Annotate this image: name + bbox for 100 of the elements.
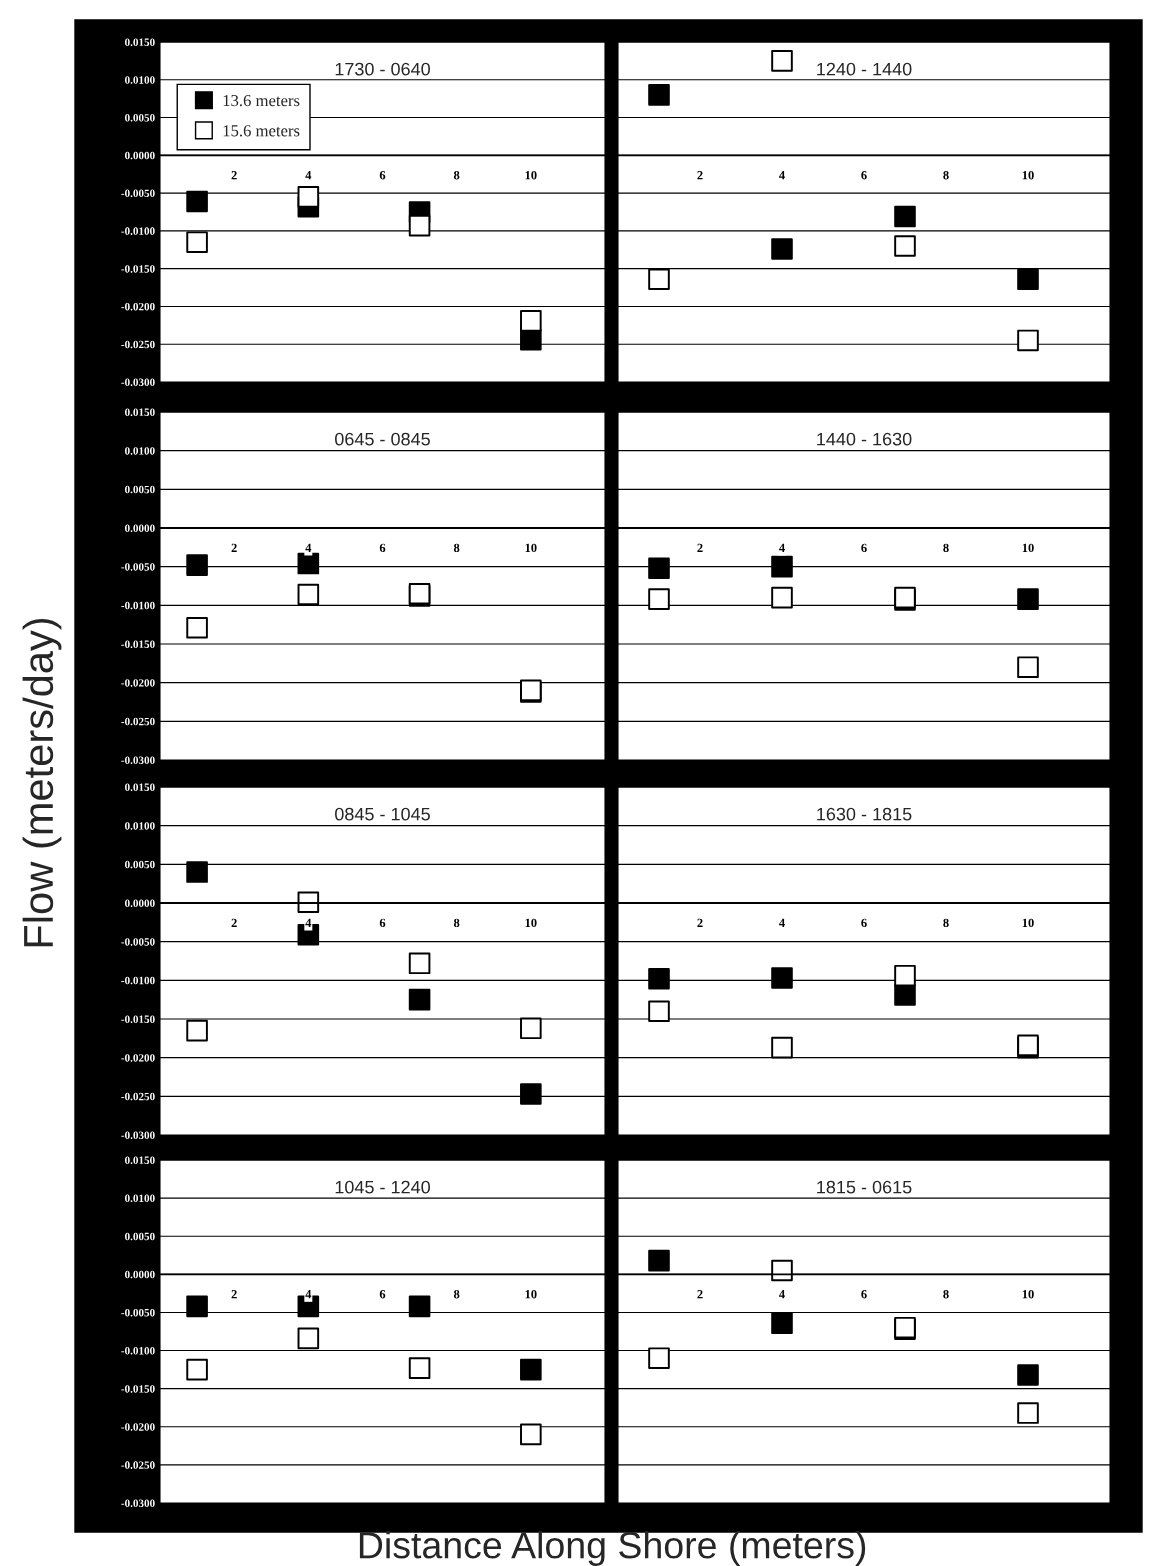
y-tick-label: 0.0050 (125, 860, 155, 869)
point (648, 1249, 670, 1272)
y-tick-label: -0.0200 (121, 302, 155, 311)
point (894, 984, 916, 1006)
y-tick-label: -0.0050 (121, 563, 155, 571)
y-tick-label: -0.0050 (121, 189, 155, 198)
y-tick-label: 0.0000 (125, 1270, 155, 1279)
x-tick-label: 8 (453, 1289, 460, 1299)
point (186, 861, 208, 883)
y-tick-label: 0.0150 (125, 38, 155, 47)
point (771, 586, 793, 609)
x-tick-label: 2 (697, 543, 703, 552)
x-tick-label: 6 (861, 171, 867, 180)
y-tick-label: -0.0200 (121, 679, 155, 687)
y-tick-label: -0.0200 (121, 1423, 155, 1431)
x-tick-label: 4 (305, 1290, 312, 1299)
point (771, 1259, 793, 1282)
y-tick-label: -0.0100 (121, 976, 155, 985)
text: 1440 - 1630 (817, 432, 912, 446)
y-tick-label: -0.0300 (121, 378, 155, 387)
x-tick-label: 6 (379, 918, 386, 928)
x-tick-label: 4 (305, 918, 312, 927)
x-tick-label: 2 (231, 171, 237, 180)
x-tick-label: 6 (379, 543, 386, 553)
y-tick-label: 0.0050 (125, 114, 155, 122)
y-tick-label: 0.0000 (125, 524, 155, 533)
x-tick-label: 8 (943, 918, 949, 928)
y-tick-label: 0.0100 (125, 76, 155, 84)
x-tick-label: 4 (305, 171, 312, 180)
y-tick-label: 0.0100 (125, 447, 155, 455)
x-tick-label: 4 (779, 918, 785, 927)
text: 1815 - 0615 (817, 1180, 912, 1194)
x-tick-label: 8 (453, 543, 460, 553)
point (771, 238, 793, 260)
x-tick-label: 4 (779, 171, 785, 180)
point (408, 214, 431, 237)
legend-label: 13.6 meters (223, 94, 300, 107)
text: 0645 - 0845 (335, 432, 430, 446)
x-tick-label: 4 (779, 1290, 785, 1299)
y-tick-label: -0.0100 (121, 601, 155, 610)
y-tick-label: 0.0100 (125, 822, 155, 830)
y-tick-label: -0.0150 (121, 265, 155, 273)
y-tick-label: -0.0250 (121, 1092, 155, 1101)
x-tick-label: 10 (525, 170, 537, 180)
point (408, 1295, 431, 1318)
x-tick-label: 8 (943, 1289, 949, 1299)
x-tick-label: 4 (779, 543, 785, 552)
point (771, 967, 793, 989)
x-tick-label: 6 (379, 1290, 386, 1299)
x-tick-label: 10 (525, 543, 537, 553)
text: 1045 - 1240 (335, 1180, 430, 1194)
point (648, 1000, 670, 1023)
x-tick-label: 2 (697, 1290, 703, 1299)
point (1017, 329, 1039, 352)
point (771, 555, 793, 578)
x-tick-label: 6 (379, 171, 386, 180)
x-tick-label: 2 (231, 918, 237, 927)
x-tick-label: 8 (943, 543, 949, 553)
point (520, 1083, 542, 1105)
y-tick-label: -0.0150 (121, 1385, 155, 1393)
y-tick-label: -0.0250 (121, 1461, 155, 1469)
x-tick-label: 2 (231, 543, 237, 552)
x-tick-label: 10 (1022, 543, 1034, 553)
y-tick-label: -0.0300 (121, 1131, 155, 1140)
point (186, 554, 208, 576)
x-tick-label: 6 (861, 1290, 867, 1299)
point (771, 1312, 793, 1334)
y-tick-label: 0.0050 (125, 1232, 155, 1241)
point (648, 968, 670, 990)
point (1017, 1364, 1039, 1386)
y-tick-label: 0.0050 (125, 485, 155, 494)
y-tick-label: -0.0050 (121, 938, 155, 946)
point (297, 186, 320, 208)
point (186, 190, 208, 213)
y-axis-title: Flow (meters/day) (22, 618, 62, 947)
point (1017, 588, 1039, 610)
x-tick-label: 8 (453, 918, 460, 928)
y-tick-label: 0.0000 (125, 151, 155, 160)
point (186, 1295, 208, 1318)
y-tick-label: -0.0300 (121, 1499, 155, 1508)
x-tick-label: 6 (861, 543, 867, 553)
point (894, 205, 916, 228)
point (520, 1423, 542, 1446)
x-tick-label: 2 (231, 1290, 237, 1299)
point (297, 552, 320, 575)
y-tick-label: -0.0250 (121, 340, 155, 349)
x-tick-label: 10 (1022, 170, 1034, 180)
y-tick-label: -0.0300 (121, 756, 155, 765)
y-tick-label: 0.0100 (125, 1194, 155, 1203)
y-tick-label: -0.0200 (121, 1054, 155, 1062)
x-tick-label: 2 (697, 171, 703, 180)
y-tick-label: 0.0150 (125, 783, 155, 792)
y-tick-label: 0.0000 (125, 899, 155, 908)
y-tick-label: -0.0100 (121, 227, 155, 235)
text: 0845 - 1045 (335, 807, 430, 821)
text: 1730 - 0640 (335, 62, 430, 76)
x-tick-label: 2 (697, 918, 703, 927)
point (297, 1327, 320, 1350)
point (1017, 268, 1039, 291)
point (648, 84, 670, 106)
